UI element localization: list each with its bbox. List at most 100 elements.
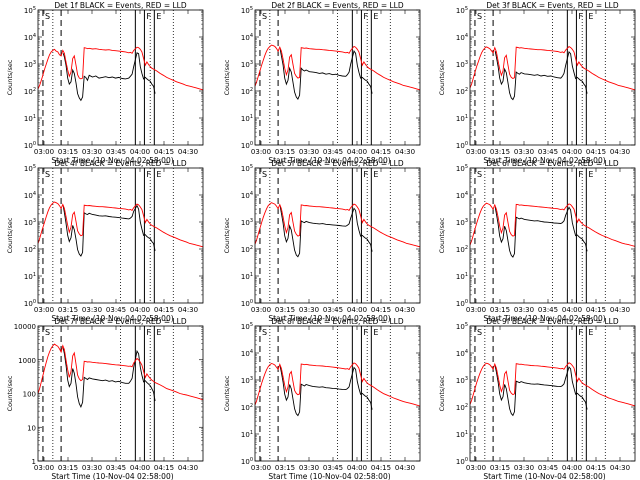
marker-label: E (156, 170, 161, 179)
y-tick-label-exponent: 1 (250, 430, 253, 436)
y-tick-label-exponent: 1 (33, 272, 36, 278)
chart-title: Det 5f BLACK = Events, RED = LLD (271, 159, 404, 168)
x-tick-label: 04:30 (395, 306, 415, 314)
y-tick-label-exponent: 2 (250, 87, 253, 93)
x-tick-label: 04:15 (371, 464, 391, 472)
y-tick-label: 103 (24, 218, 36, 227)
x-tick-label: 03:45 (106, 306, 126, 314)
marker-label: E (373, 12, 378, 21)
x-tick-label: 04:30 (395, 148, 415, 156)
x-axis-label: Start Time (10-Nov-04 02:58:00) (268, 472, 390, 480)
y-tick-label: 101 (24, 114, 36, 123)
marker-label: F (363, 12, 368, 21)
y-tick-label-exponent: 5 (465, 322, 468, 328)
chart-title: Det 6f BLACK = Events, RED = LLD (486, 159, 619, 168)
x-tick-label: 03:00 (34, 306, 54, 314)
y-tick-label-exponent: 2 (33, 87, 36, 93)
y-tick-label: 104 (456, 33, 468, 42)
y-tick-label-exponent: 0 (250, 299, 253, 305)
x-tick-label: 04:00 (347, 306, 367, 314)
y-tick-label: 103 (241, 376, 253, 385)
marker-label: F (363, 170, 368, 179)
series-line-events (494, 206, 588, 258)
y-tick-label: 102 (24, 245, 36, 254)
y-tick-label-exponent: 0 (465, 299, 468, 305)
y-axis-label: Counts/sec (6, 375, 14, 411)
x-tick-label: 03:30 (82, 148, 102, 156)
y-tick-label-exponent: 5 (250, 6, 253, 12)
y-tick-label-exponent: 5 (250, 322, 253, 328)
y-tick-label: 102 (456, 87, 468, 96)
series-line-lld (38, 201, 203, 248)
y-tick-label: 100 (456, 141, 468, 150)
x-tick-label: 03:30 (299, 148, 319, 156)
y-tick-label: 104 (456, 191, 468, 200)
y-tick-label-exponent: 3 (250, 218, 253, 224)
y-tick-label-exponent: 1 (250, 272, 253, 278)
x-tick-label: 04:00 (347, 148, 367, 156)
chart-title: Det 4f BLACK = Events, RED = LLD (54, 159, 187, 168)
plot-frame (469, 325, 636, 462)
y-tick-label: 100 (24, 299, 36, 308)
x-axis-label: Start Time (10-Nov-04 02:58:00) (483, 156, 605, 165)
y-tick-label-exponent: 1 (33, 114, 36, 120)
x-tick-label: 03:45 (323, 306, 343, 314)
series-line-events (62, 348, 156, 409)
y-tick-label: 103 (456, 60, 468, 69)
y-tick-label-exponent: 3 (465, 60, 468, 66)
series-line-lld (470, 46, 635, 91)
y-tick-label: 103 (456, 376, 468, 385)
x-axis-label: Start Time (10-Nov-04 02:58:00) (51, 314, 173, 323)
y-tick-label: 101 (241, 272, 253, 281)
y-tick-label-exponent: 2 (465, 87, 468, 93)
y-tick-label: 101 (456, 272, 468, 281)
y-tick-label: 101 (24, 272, 36, 281)
series-line-lld (38, 343, 203, 401)
marker-label: E (588, 12, 593, 21)
y-tick-label-exponent: 3 (465, 376, 468, 382)
x-tick-label: 03:00 (251, 464, 271, 472)
x-tick-label: 03:15 (490, 148, 510, 156)
x-tick-label: 03:45 (538, 464, 558, 472)
y-tick-label: 102 (24, 87, 36, 96)
x-tick-label: 04:30 (610, 306, 630, 314)
y-tick-label: 102 (241, 403, 253, 412)
x-tick-label: 04:00 (562, 464, 582, 472)
y-tick-label: 102 (456, 403, 468, 412)
y-tick-label: 103 (241, 60, 253, 69)
chart-title: Det 8f BLACK = Events, RED = LLD (271, 317, 404, 326)
y-tick-label: 103 (24, 60, 36, 69)
series-line-events (494, 50, 588, 101)
x-tick-label: 04:30 (395, 464, 415, 472)
y-tick-label-exponent: 0 (465, 141, 468, 147)
marker-label: S (45, 170, 50, 179)
x-axis-label: Start Time (10-Nov-04 02:58:00) (51, 156, 173, 165)
y-tick-label: 1 (32, 458, 36, 466)
y-tick-label-exponent: 0 (250, 457, 253, 463)
x-tick-label: 03:45 (323, 148, 343, 156)
plot-frame (469, 167, 636, 304)
x-tick-label: 04:15 (154, 464, 174, 472)
y-tick-label-exponent: 5 (465, 164, 468, 170)
series-line-events (279, 366, 373, 417)
x-tick-label: 04:00 (130, 148, 150, 156)
y-tick-label: 1000 (18, 357, 36, 365)
marker-label: E (588, 170, 593, 179)
y-tick-label-exponent: 3 (33, 218, 36, 224)
marker-label: E (373, 170, 378, 179)
marker-label: F (578, 328, 583, 337)
series-line-lld (255, 362, 420, 407)
y-tick-label: 100 (241, 141, 253, 150)
y-tick-label: 100 (23, 391, 36, 399)
x-tick-label: 04:15 (586, 148, 606, 156)
